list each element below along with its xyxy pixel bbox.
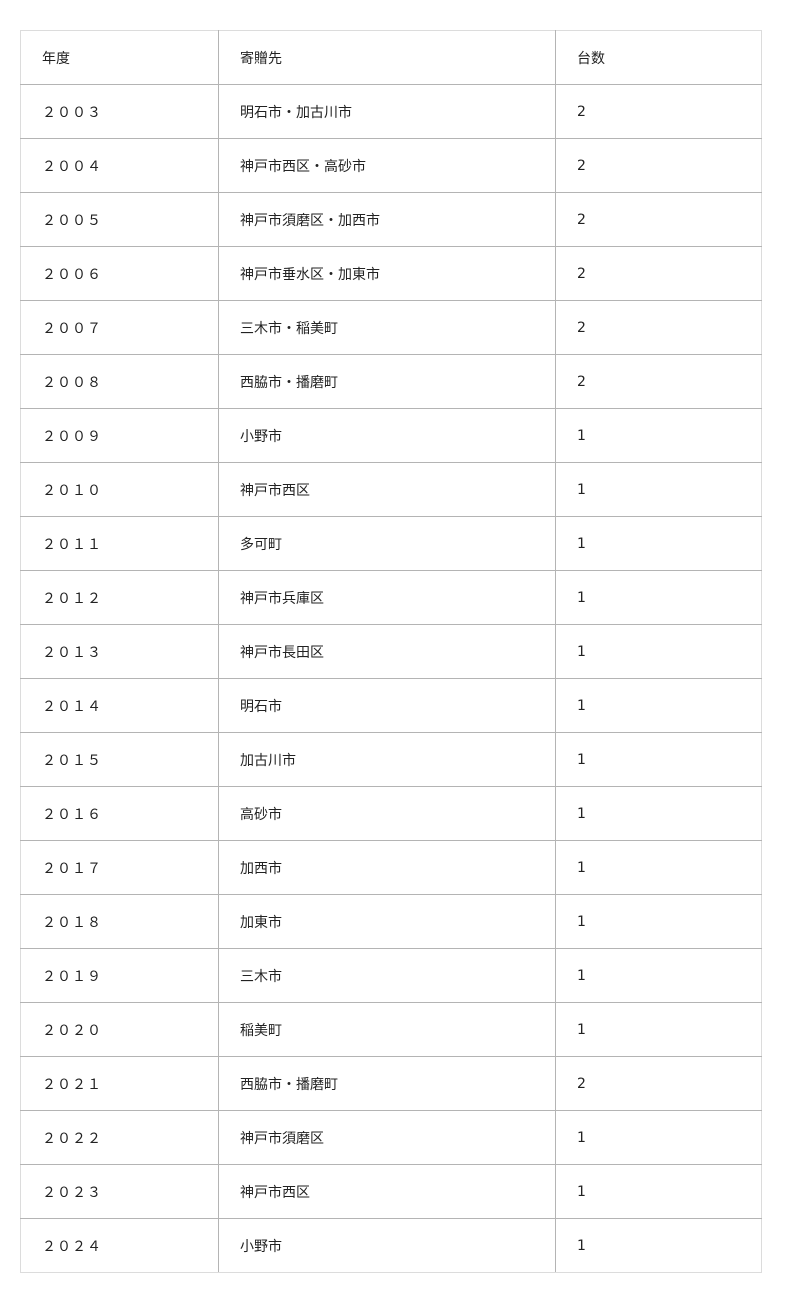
table-row: ２０２４ 小野市 1 [20,1218,762,1273]
cell-year: ２０１３ [20,624,219,679]
table-row: ２０１５ 加古川市 1 [20,732,762,787]
table-row: ２０１０ 神戸市西区 1 [20,462,762,517]
cell-year: ２００５ [20,192,219,247]
cell-recipient: 神戸市須磨区・加西市 [218,192,556,247]
cell-year: ２０１２ [20,570,219,625]
table-row: ２００６ 神戸市垂水区・加東市 2 [20,246,762,301]
cell-year: ２０２０ [20,1002,219,1057]
cell-year: ２００７ [20,300,219,355]
table-row: ２００４ 神戸市西区・高砂市 2 [20,138,762,193]
header-recipient: 寄贈先 [218,30,556,85]
cell-count: 1 [555,408,762,463]
cell-recipient: 明石市 [218,678,556,733]
table-row: ２０１４ 明石市 1 [20,678,762,733]
cell-recipient: 小野市 [218,408,556,463]
cell-count: 1 [555,570,762,625]
cell-recipient: 三木市・稲美町 [218,300,556,355]
cell-year: ２０１１ [20,516,219,571]
cell-count: 1 [555,678,762,733]
cell-year: ２０２４ [20,1218,219,1273]
table-row: ２０１３ 神戸市長田区 1 [20,624,762,679]
cell-count: 2 [555,138,762,193]
cell-year: ２０１５ [20,732,219,787]
cell-year: ２００４ [20,138,219,193]
cell-year: ２００３ [20,84,219,139]
cell-count: 2 [555,1056,762,1111]
cell-count: 1 [555,1110,762,1165]
cell-year: ２０２３ [20,1164,219,1219]
cell-count: 1 [555,948,762,1003]
cell-recipient: 神戸市須磨区 [218,1110,556,1165]
cell-year: ２０１８ [20,894,219,949]
cell-year: ２０２１ [20,1056,219,1111]
table-row: ２００５ 神戸市須磨区・加西市 2 [20,192,762,247]
cell-recipient: 西脇市・播磨町 [218,354,556,409]
table-row: ２０１６ 高砂市 1 [20,786,762,841]
cell-recipient: 多可町 [218,516,556,571]
cell-year: ２０１０ [20,462,219,517]
table-row: ２０２３ 神戸市西区 1 [20,1164,762,1219]
table-row: ２００９ 小野市 1 [20,408,762,463]
cell-recipient: 明石市・加古川市 [218,84,556,139]
table-row: ２００８ 西脇市・播磨町 2 [20,354,762,409]
cell-count: 1 [555,624,762,679]
cell-count: 1 [555,1002,762,1057]
cell-recipient: 神戸市西区 [218,1164,556,1219]
cell-count: 1 [555,1218,762,1273]
table-row: ２０２２ 神戸市須磨区 1 [20,1110,762,1165]
cell-recipient: 小野市 [218,1218,556,1273]
cell-year: ２００６ [20,246,219,301]
table-row: ２００７ 三木市・稲美町 2 [20,300,762,355]
header-count: 台数 [555,30,762,85]
cell-count: 2 [555,192,762,247]
cell-year: ２０２２ [20,1110,219,1165]
cell-count: 1 [555,840,762,895]
cell-recipient: 加古川市 [218,732,556,787]
donation-table: 年度 寄贈先 台数 ２００３ 明石市・加古川市 2 ２００４ 神戸市西区・高砂市 2 ２００… [20,30,762,1273]
table-row: ２０１８ 加東市 1 [20,894,762,949]
cell-year: ２０１９ [20,948,219,1003]
cell-count: 1 [555,894,762,949]
cell-recipient: 神戸市垂水区・加東市 [218,246,556,301]
cell-recipient: 西脇市・播磨町 [218,1056,556,1111]
cell-recipient: 加東市 [218,894,556,949]
cell-recipient: 神戸市長田区 [218,624,556,679]
cell-year: ２０１４ [20,678,219,733]
cell-count: 1 [555,516,762,571]
cell-count: 2 [555,300,762,355]
table-row: ２０１７ 加西市 1 [20,840,762,895]
cell-recipient: 神戸市西区 [218,462,556,517]
table-row: ２００３ 明石市・加古川市 2 [20,84,762,139]
cell-recipient: 稲美町 [218,1002,556,1057]
table-row: ２０１９ 三木市 1 [20,948,762,1003]
cell-recipient: 神戸市兵庫区 [218,570,556,625]
cell-count: 1 [555,1164,762,1219]
cell-recipient: 神戸市西区・高砂市 [218,138,556,193]
cell-recipient: 高砂市 [218,786,556,841]
cell-year: ２０１７ [20,840,219,895]
cell-count: 2 [555,354,762,409]
header-year: 年度 [20,30,219,85]
table-row: ２０２１ 西脇市・播磨町 2 [20,1056,762,1111]
cell-year: ２００９ [20,408,219,463]
cell-year: ２００８ [20,354,219,409]
table-header-row: 年度 寄贈先 台数 [20,30,762,85]
cell-recipient: 加西市 [218,840,556,895]
table-row: ２０１２ 神戸市兵庫区 1 [20,570,762,625]
cell-count: 2 [555,84,762,139]
table-row: ２０１１ 多可町 1 [20,516,762,571]
table-row: ２０２０ 稲美町 1 [20,1002,762,1057]
cell-count: 1 [555,462,762,517]
cell-recipient: 三木市 [218,948,556,1003]
cell-year: ２０１６ [20,786,219,841]
cell-count: 1 [555,732,762,787]
cell-count: 2 [555,246,762,301]
cell-count: 1 [555,786,762,841]
